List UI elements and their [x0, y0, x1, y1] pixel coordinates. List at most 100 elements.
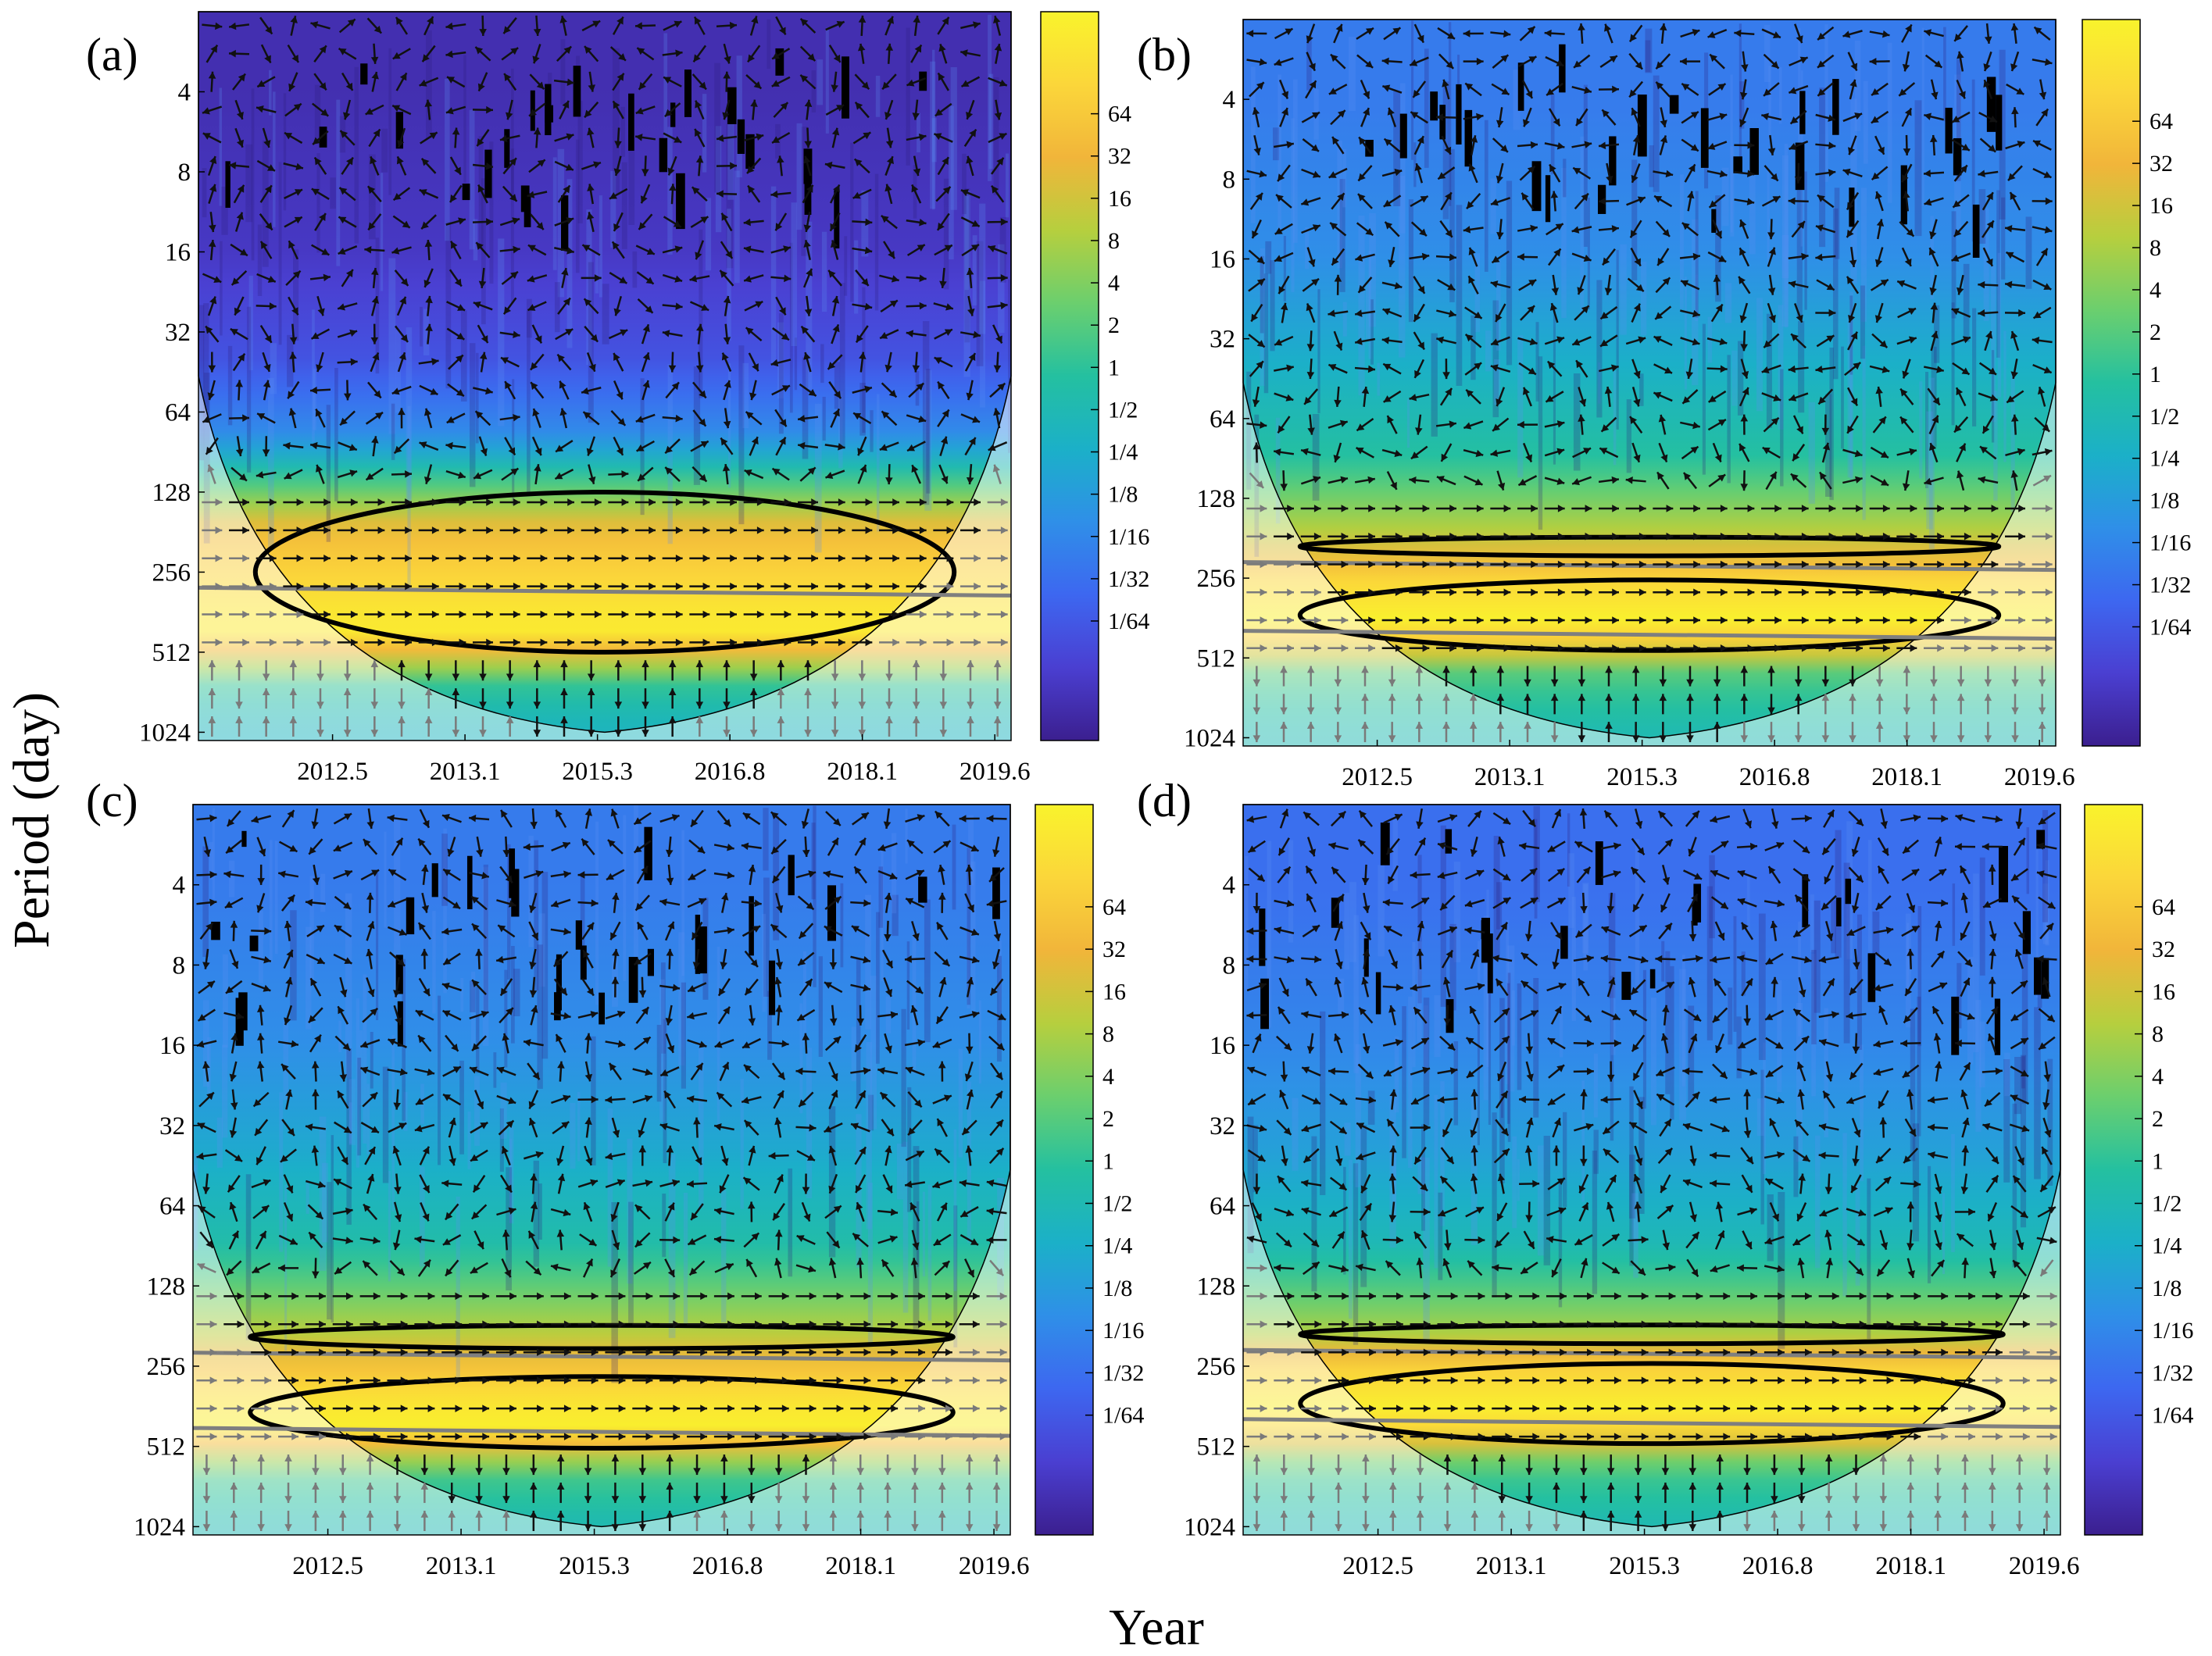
phase-arrow — [768, 1151, 789, 1160]
phase-arrow — [633, 1261, 652, 1275]
phase-arrow — [1653, 560, 1674, 569]
phase-arrow — [554, 160, 574, 171]
phase-arrow — [1655, 81, 1671, 98]
phase-arrow — [499, 582, 520, 591]
phase-arrow — [1301, 1292, 1322, 1301]
phase-arrow — [877, 1235, 898, 1244]
phase-arrow — [1335, 1145, 1343, 1166]
phase-arrow — [1410, 1404, 1431, 1412]
phase-arrow — [1822, 1090, 1835, 1109]
significance-contour-small — [1445, 829, 1453, 854]
phase-arrow — [605, 1404, 626, 1412]
phase-arrow — [606, 869, 625, 881]
significance-contour — [1298, 1322, 2006, 1347]
phase-arrow — [1578, 666, 1586, 687]
phase-arrow — [1987, 1033, 1997, 1054]
phase-arrow — [1683, 1008, 1702, 1023]
phase-arrow — [1685, 810, 1700, 827]
phase-arrow — [743, 526, 764, 534]
phase-arrow — [202, 610, 223, 619]
phase-arrow — [523, 1348, 544, 1357]
phase-arrow — [1708, 473, 1726, 487]
phase-arrow — [419, 77, 439, 87]
phase-arrow — [1710, 955, 1731, 964]
phase-arrow — [1253, 694, 1261, 715]
phase-arrow — [1824, 920, 1834, 941]
phase-arrow — [910, 1258, 919, 1279]
phase-arrow — [1520, 1262, 1538, 1275]
phase-arrow — [414, 1068, 435, 1076]
phase-arrow — [338, 245, 358, 255]
phase-arrow — [1737, 1068, 1757, 1076]
phase-arrow — [748, 1145, 756, 1166]
phase-arrow — [235, 436, 244, 457]
phase-arrow — [1606, 892, 1615, 913]
phase-arrow — [1546, 1348, 1567, 1357]
phase-arrow — [1246, 421, 1267, 429]
phase-arrow — [394, 269, 409, 287]
phase-arrow — [1253, 666, 1261, 687]
phase-arrow — [1706, 337, 1728, 346]
phase-arrow — [1788, 392, 1809, 402]
phase-arrow — [911, 1230, 920, 1251]
phase-arrow — [1413, 276, 1426, 294]
phase-arrow — [632, 1404, 653, 1412]
phase-arrow — [1573, 54, 1591, 69]
phase-arrow — [768, 1348, 789, 1357]
phase-arrow — [1846, 191, 1860, 211]
phase-arrow — [418, 358, 439, 366]
phase-arrow — [1571, 476, 1592, 486]
phase-arrow — [1580, 1483, 1588, 1504]
phase-arrow — [987, 1009, 1006, 1021]
phase-arrow — [1706, 588, 1728, 597]
phase-arrow — [581, 582, 602, 591]
phase-arrow — [1525, 1511, 1533, 1532]
phase-arrow — [1661, 1511, 1670, 1532]
phase-arrow — [308, 838, 323, 855]
phase-arrow — [904, 1404, 925, 1412]
significance-contour-small — [2033, 957, 2042, 995]
phase-arrow — [1573, 1433, 1594, 1440]
phase-arrow — [1954, 1320, 1975, 1329]
phase-arrow — [363, 838, 378, 855]
phase-arrow — [364, 582, 385, 591]
phase-arrow — [1464, 1236, 1485, 1244]
phase-arrow — [392, 215, 411, 229]
significance-contour-small — [992, 867, 1000, 919]
phase-arrow — [472, 218, 494, 226]
phase-arrow — [1794, 23, 1803, 44]
phase-arrow — [911, 921, 920, 941]
phase-arrow — [1954, 1292, 1975, 1301]
phase-arrow — [852, 131, 871, 145]
phase-arrow — [934, 1260, 951, 1276]
significance-contour-small — [1972, 204, 1980, 258]
phase-arrow — [2004, 280, 2026, 289]
phase-arrow — [1951, 336, 1971, 345]
phase-arrow — [1437, 1096, 1458, 1104]
phase-arrow — [611, 1454, 620, 1476]
phase-arrow — [311, 1061, 320, 1082]
phase-arrow — [1524, 920, 1533, 941]
phase-arrow — [906, 526, 927, 534]
phase-arrow — [1301, 168, 1321, 178]
phase-arrow — [359, 1433, 381, 1440]
phase-arrow — [1599, 447, 1619, 459]
phase-arrow — [723, 323, 731, 344]
phase-arrow — [1384, 221, 1400, 237]
y-tick-label: 256 — [152, 559, 191, 587]
phase-arrow — [283, 1174, 294, 1194]
phase-arrow — [768, 1040, 789, 1047]
colorbar — [2082, 19, 2141, 747]
phase-arrow — [1354, 365, 1376, 373]
phase-arrow — [850, 1292, 871, 1301]
phase-arrow — [1957, 951, 1973, 968]
phase-arrow — [911, 1511, 919, 1532]
phase-arrow — [1274, 1208, 1295, 1217]
phase-arrow — [1252, 1033, 1262, 1054]
phase-arrow — [965, 1145, 973, 1166]
phase-arrow — [1764, 1348, 1785, 1357]
phase-arrow — [208, 716, 216, 737]
phase-arrows — [1246, 808, 2057, 1532]
y-tick-label: 16 — [1210, 1032, 1235, 1060]
phase-arrow — [937, 16, 950, 35]
